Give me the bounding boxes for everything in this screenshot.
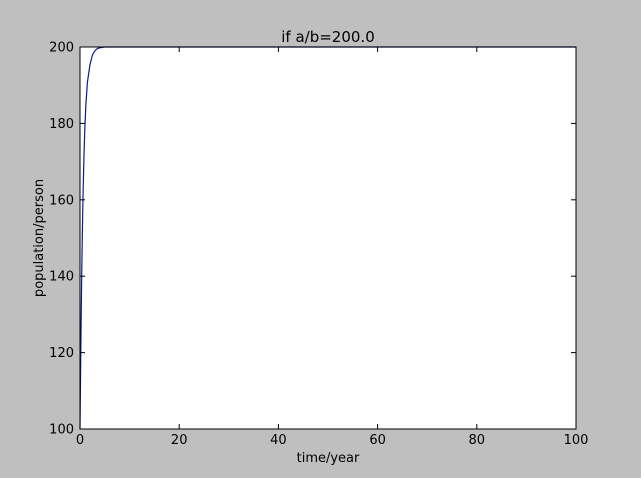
chart-title: if a/b=200.0 [281, 28, 375, 46]
y-axis-label: population/person [32, 179, 47, 297]
x-tick-label: 80 [469, 433, 486, 448]
x-axis-label: time/year [297, 451, 360, 466]
y-tick-label: 140 [49, 270, 74, 285]
x-tick-label: 100 [564, 433, 589, 448]
y-tick-label: 120 [49, 346, 74, 361]
y-tick-label: 180 [49, 117, 74, 132]
y-tick-label: 160 [49, 193, 74, 208]
y-tick-label: 200 [49, 41, 74, 56]
tick-labels: 0 20 40 60 80 100 100 120 140 160 180 200 [49, 41, 588, 449]
y-tick-label: 100 [49, 423, 74, 438]
x-tick-label: 60 [369, 433, 386, 448]
x-tick-label: 0 [76, 433, 84, 448]
plot-frame [79, 46, 577, 430]
plot-area [80, 47, 576, 429]
x-tick-label: 20 [171, 433, 188, 448]
x-tick-label: 40 [270, 433, 287, 448]
